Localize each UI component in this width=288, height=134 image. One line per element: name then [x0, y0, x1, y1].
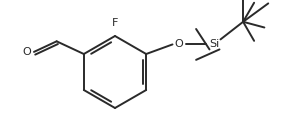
Text: O: O [175, 39, 183, 49]
Text: O: O [22, 47, 31, 57]
Text: F: F [112, 18, 118, 28]
Text: Si: Si [209, 39, 220, 49]
